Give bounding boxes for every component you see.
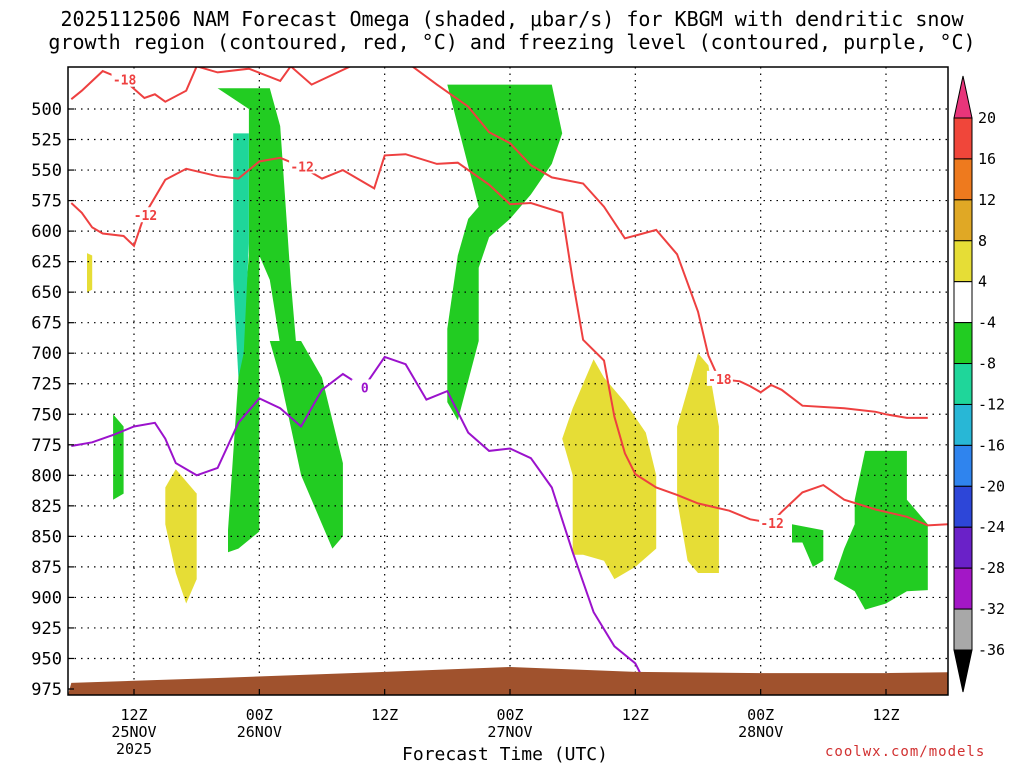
x-tick-label: 25NOV — [111, 723, 156, 741]
y-tick-label: 600 — [31, 222, 62, 242]
contour-label-bg — [132, 207, 159, 223]
contour-label: -18 — [113, 74, 137, 89]
colorbar-bottom-arrow — [953, 649, 973, 693]
contour-line-dgz — [70, 153, 948, 527]
omega-region-0 — [217, 88, 296, 553]
y-tick-label: 775 — [31, 436, 62, 456]
x-tick-label: 12Z — [120, 706, 147, 724]
contour-label-bg — [111, 71, 138, 87]
contour-label: -18 — [708, 373, 732, 388]
x-tick-label: 28NOV — [738, 723, 783, 741]
terrain-fill — [68, 667, 948, 695]
x-tick-label: 12Z — [371, 706, 398, 724]
y-tick-label: 525 — [31, 131, 62, 151]
colorbar-label: -24 — [978, 518, 1005, 536]
y-tick-label: 975 — [31, 680, 62, 700]
omega-region-1 — [233, 133, 249, 378]
plot-frame — [67, 66, 949, 696]
colorbar-box — [953, 322, 973, 365]
x-axis-title: Forecast Time (UTC) — [402, 744, 608, 765]
x-tick-label: 12Z — [622, 706, 649, 724]
colorbar-box — [953, 240, 973, 283]
y-tick-label: 800 — [31, 466, 62, 486]
colorbar-box — [953, 199, 973, 242]
y-tick-label: 675 — [31, 314, 62, 334]
colorbar-label: -28 — [978, 559, 1005, 577]
y-tick-label: 500 — [31, 100, 62, 120]
y-tick-label: 925 — [31, 619, 62, 639]
colorbar-box — [953, 281, 973, 324]
plot-area: -18 -18 -12 -12 -12 0 — [68, 67, 948, 695]
y-tick-label: 950 — [31, 649, 62, 669]
colorbar-top-arrow — [953, 75, 973, 119]
omega-region-7 — [165, 469, 197, 604]
x-tick-label: 00Z — [246, 706, 273, 724]
colorbar-box — [953, 526, 973, 569]
contour-label-bg — [289, 158, 316, 174]
colorbar-box — [953, 608, 973, 651]
colorbar-box — [953, 485, 973, 528]
omega-region-8 — [562, 359, 657, 580]
contour-line-dgz — [70, 67, 928, 419]
colorbar-label: -36 — [978, 641, 1005, 659]
omega-region-10 — [87, 253, 93, 293]
credit-text: coolwx.com/models — [825, 744, 986, 760]
y-tick-label: 850 — [31, 527, 62, 547]
omega-region-2 — [269, 341, 343, 549]
colorbar-label: -20 — [978, 477, 1005, 495]
colorbar-label: -32 — [978, 600, 1005, 618]
y-tick-label: 725 — [31, 375, 62, 395]
colorbar-box — [953, 363, 973, 405]
colorbar-box — [953, 567, 973, 610]
contour-label: -12 — [134, 209, 157, 224]
y-tick-label: 625 — [31, 253, 62, 273]
x-tick-label: 27NOV — [487, 723, 532, 741]
omega-region-6 — [792, 524, 824, 567]
colorbar-label: -12 — [978, 395, 1005, 413]
contour-label-bg — [706, 370, 733, 386]
y-tick-label: 550 — [31, 161, 62, 181]
colorbar-box — [953, 444, 973, 487]
colorbar-label: 20 — [978, 109, 996, 127]
colorbar-label: 16 — [978, 150, 996, 168]
omega-region-5 — [833, 450, 928, 610]
y-tick-label: 825 — [31, 497, 62, 517]
colorbar-box — [953, 117, 973, 160]
chart-title-line2: growth region (contoured, red, °C) and f… — [48, 30, 976, 54]
x-tick-label: 26NOV — [237, 723, 282, 741]
contour-label-bg — [759, 514, 786, 530]
y-tick-label: 700 — [31, 344, 62, 364]
colorbar-label: 8 — [978, 232, 987, 250]
colorbar-box — [953, 403, 973, 446]
x-tick-label: 00Z — [747, 706, 774, 724]
contour-label: -12 — [760, 517, 783, 532]
colorbar-box — [953, 158, 973, 201]
y-tick-label: 575 — [31, 192, 62, 212]
contour-label: -12 — [290, 160, 313, 175]
colorbar-label: -16 — [978, 436, 1005, 454]
x-tick-label: 12Z — [872, 706, 899, 724]
y-tick-label: 875 — [31, 558, 62, 578]
y-tick-label: 750 — [31, 405, 62, 425]
contour-label: 0 — [361, 381, 369, 396]
colorbar-label: 12 — [978, 191, 996, 209]
contour-line-freezing-level — [71, 355, 647, 685]
contour-label-bg — [351, 379, 378, 395]
chart-title-line1: 2025112506 NAM Forecast Omega (shaded, μ… — [60, 7, 964, 31]
omega-region-9 — [677, 353, 719, 573]
x-tick-label: 2025 — [116, 740, 152, 758]
y-tick-label: 900 — [31, 588, 62, 608]
colorbar-label: -4 — [978, 314, 996, 332]
omega-region-3 — [447, 84, 563, 421]
omega-region-4 — [113, 414, 124, 500]
colorbar-label: 4 — [978, 273, 987, 291]
y-tick-label: 650 — [31, 283, 62, 303]
colorbar-label: -8 — [978, 355, 996, 373]
x-tick-label: 00Z — [496, 706, 523, 724]
